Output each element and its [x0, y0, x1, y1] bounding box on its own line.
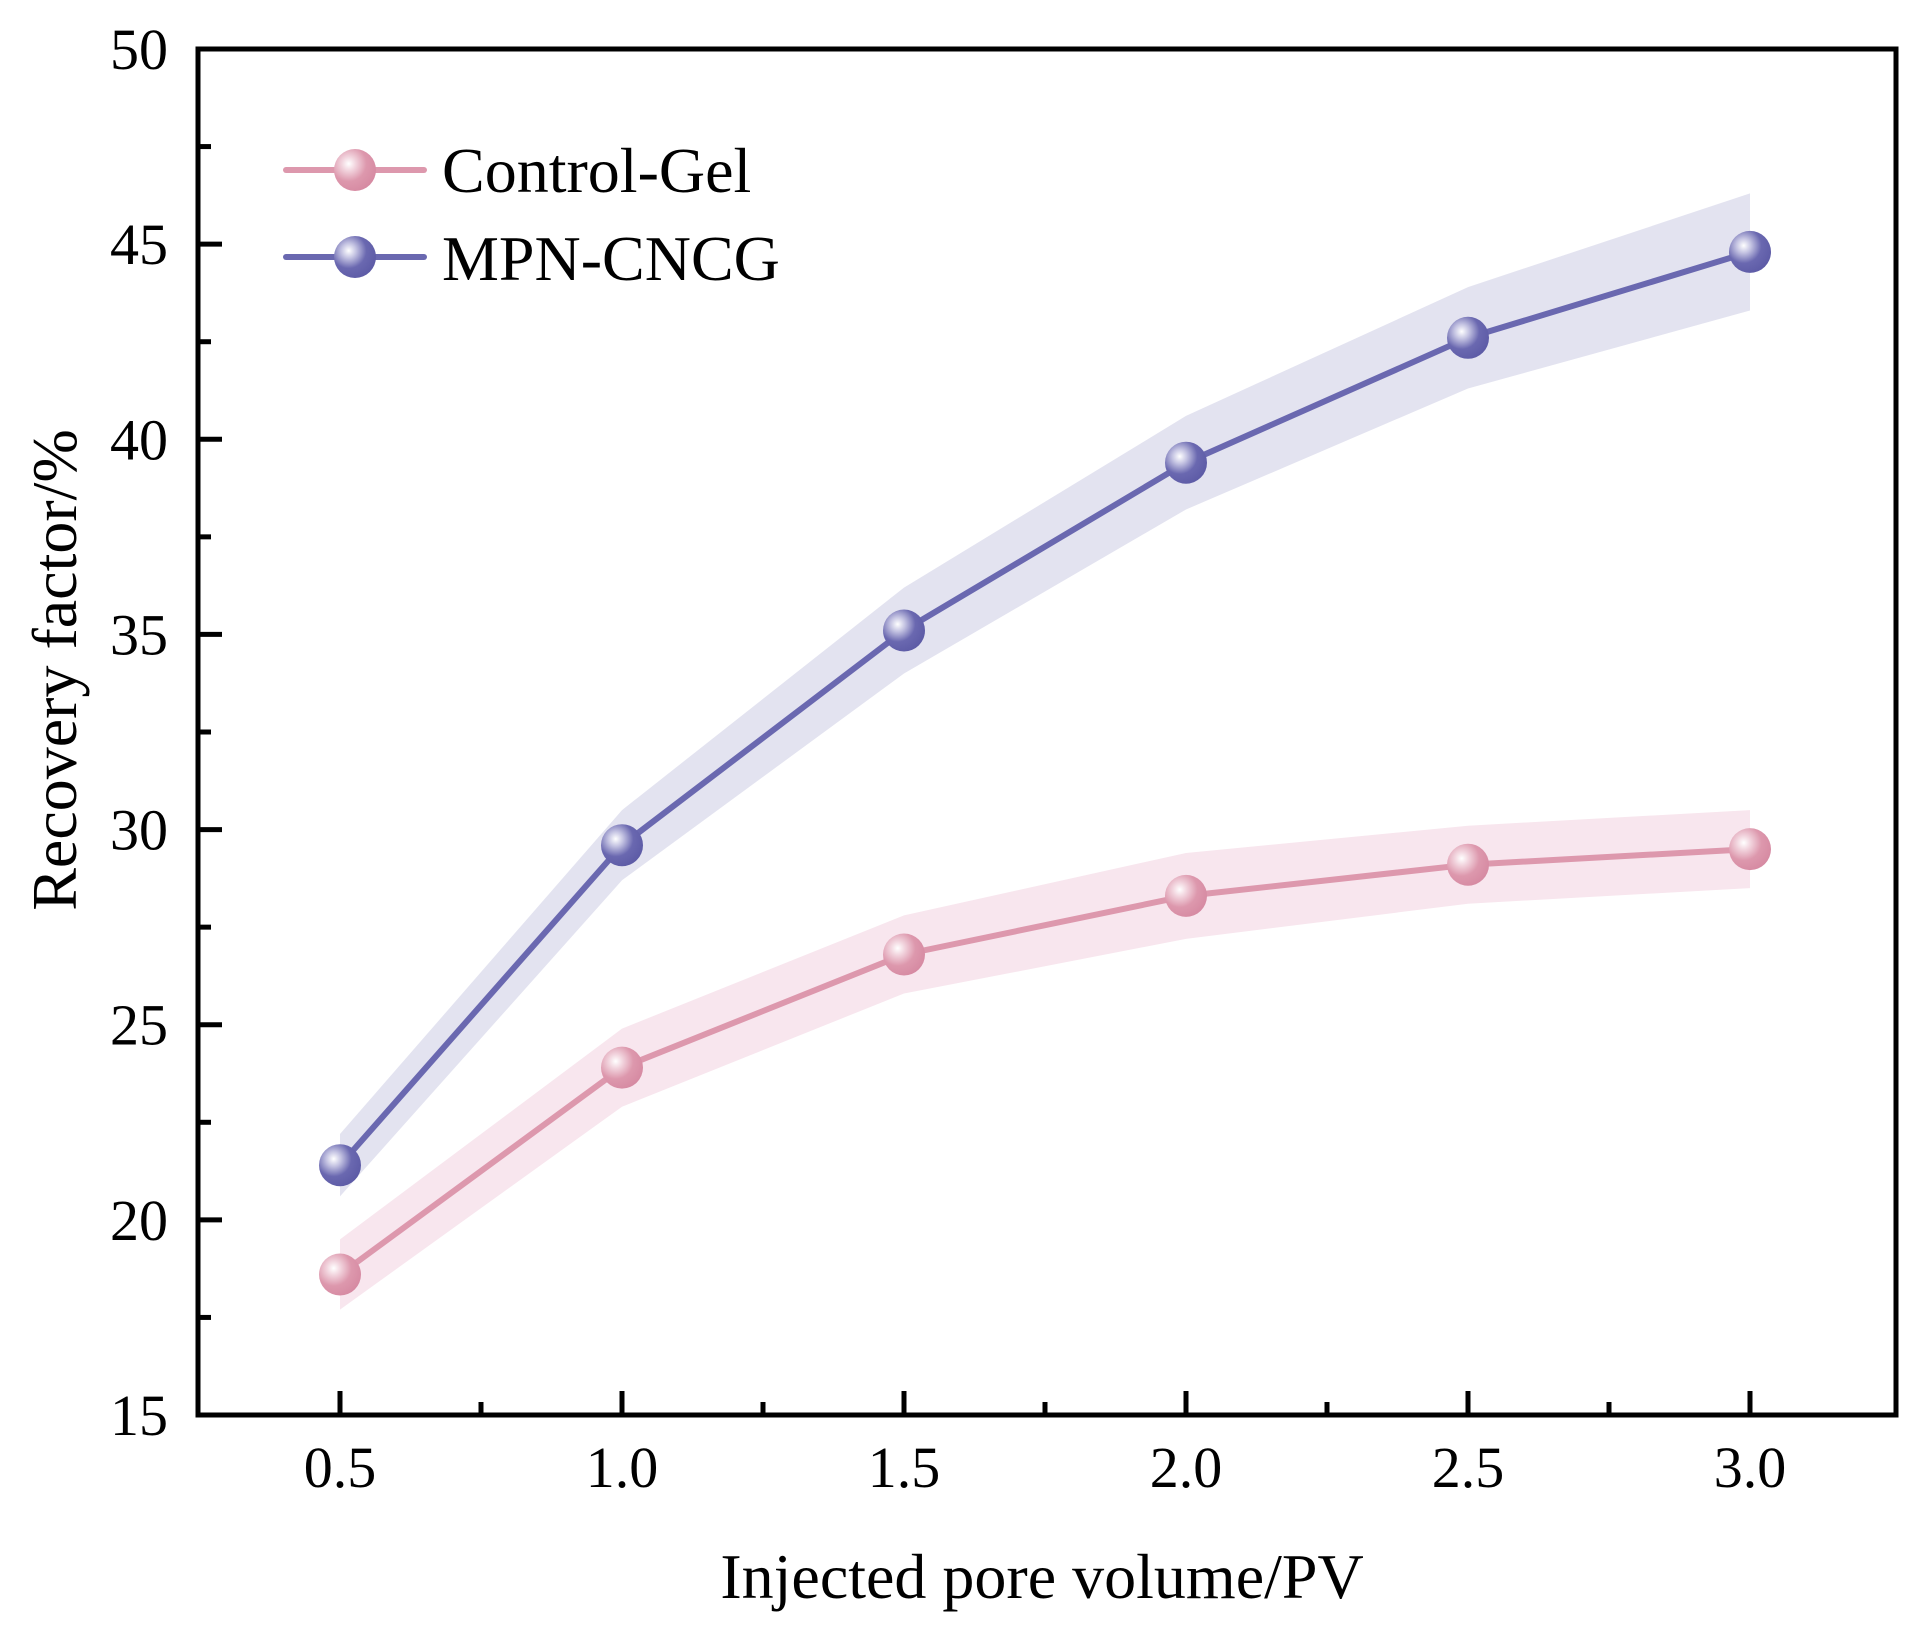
y-tick-label: 40 — [110, 407, 168, 472]
y-tick-label: 20 — [110, 1188, 168, 1253]
point-mpn-cncg-2 — [883, 609, 925, 652]
x-tick-label: 0.5 — [304, 1435, 377, 1500]
y-tick-label: 25 — [110, 993, 168, 1058]
band-mpn-cncg — [340, 193, 1750, 1197]
y-axis-title: Recovery factor/% — [19, 429, 90, 911]
legend-marker-mpn-cncg — [334, 236, 376, 278]
y-tick-label: 30 — [110, 798, 168, 863]
legend-item-control-gel: Control-Gel — [283, 135, 751, 206]
x-tick-label: 1.0 — [586, 1435, 659, 1500]
legend: Control-Gel MPN-CNCG — [283, 135, 780, 294]
legend-marker-control-gel — [334, 149, 376, 191]
x-tick-label: 2.0 — [1150, 1435, 1223, 1500]
y-tick-label: 15 — [110, 1383, 168, 1448]
y-tick-label: 35 — [110, 602, 168, 667]
point-control-gel-3 — [1165, 874, 1207, 917]
point-mpn-cncg-3 — [1165, 441, 1207, 484]
legend-item-mpn-cncg: MPN-CNCG — [283, 223, 780, 294]
tick-labels: 0.5 1.0 1.5 2.0 2.5 3.0 15 20 25 30 35 40 45 50 — [110, 17, 1786, 1500]
ticks — [198, 46, 1753, 1418]
point-mpn-cncg-5 — [1729, 230, 1771, 273]
point-control-gel-1 — [601, 1046, 643, 1089]
point-mpn-cncg-0 — [319, 1144, 361, 1187]
point-control-gel-2 — [883, 933, 925, 976]
x-tick-label: 1.5 — [868, 1435, 941, 1500]
band-control-gel — [340, 810, 1750, 1310]
point-control-gel-5 — [1729, 828, 1771, 871]
legend-label-control-gel: Control-Gel — [442, 135, 751, 206]
x-tick-label: 3.0 — [1714, 1435, 1787, 1500]
legend-label-mpn-cncg: MPN-CNCG — [442, 223, 780, 294]
point-control-gel-4 — [1447, 843, 1489, 886]
y-tick-label: 50 — [110, 17, 168, 82]
x-axis-title: Injected pore volume/PV — [720, 1541, 1363, 1612]
point-control-gel-0 — [319, 1253, 361, 1296]
y-tick-label: 45 — [110, 212, 168, 277]
series-lines — [337, 249, 1751, 1277]
line-mpn-cncg — [337, 249, 1751, 1168]
point-mpn-cncg-4 — [1447, 316, 1489, 359]
confidence-bands — [340, 193, 1750, 1310]
point-mpn-cncg-1 — [601, 824, 643, 867]
data-points — [319, 230, 1771, 1296]
line-control-gel — [338, 846, 1751, 1277]
x-tick-label: 2.5 — [1432, 1435, 1505, 1500]
